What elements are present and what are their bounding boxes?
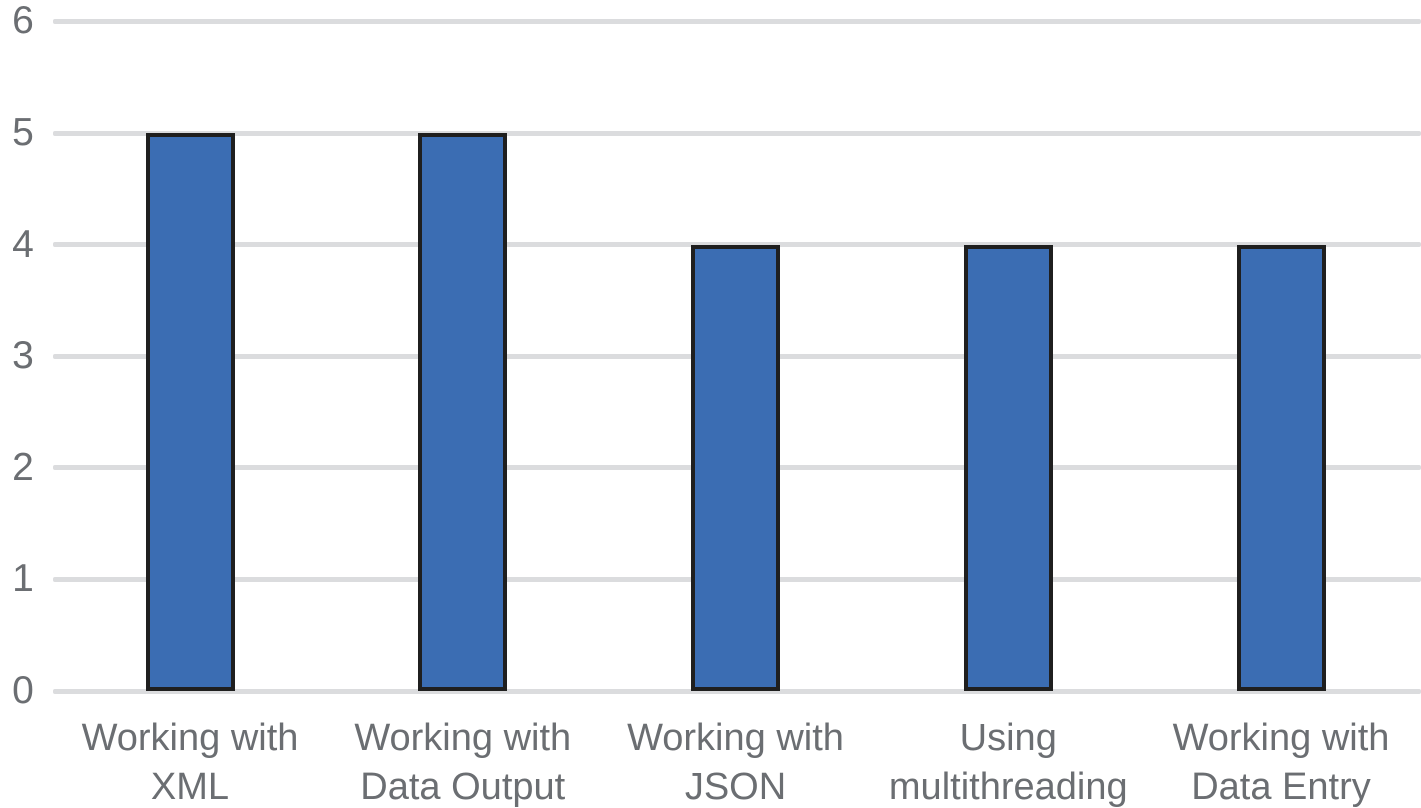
bar-4 [963,244,1053,691]
x-category-label-1: Working with XML [81,717,299,808]
gridline-y5 [53,130,1421,136]
y-tick-label-2: 2 [12,445,34,489]
gridline-y6 [53,18,1421,24]
x-category-label-4: Using multithreading [888,717,1128,808]
x-category-label-3: Working with JSON [627,717,844,808]
y-tick-label-5: 5 [12,111,34,154]
y-tick-label-1: 1 [12,557,34,601]
y-tick-label-4: 4 [12,222,34,266]
bar-2 [418,133,508,691]
x-category-label-2: Working with Data Output [354,717,572,808]
bar-3 [691,244,780,691]
gridline-y0 [53,688,1421,694]
bar-1 [145,133,235,691]
bar-5 [1236,244,1326,691]
y-tick-label-0: 0 [12,669,34,712]
y-tick-label-6: 6 [12,0,34,43]
x-category-label-5: Working with Data Entry [1172,717,1390,808]
y-tick-label-3: 3 [12,334,34,378]
